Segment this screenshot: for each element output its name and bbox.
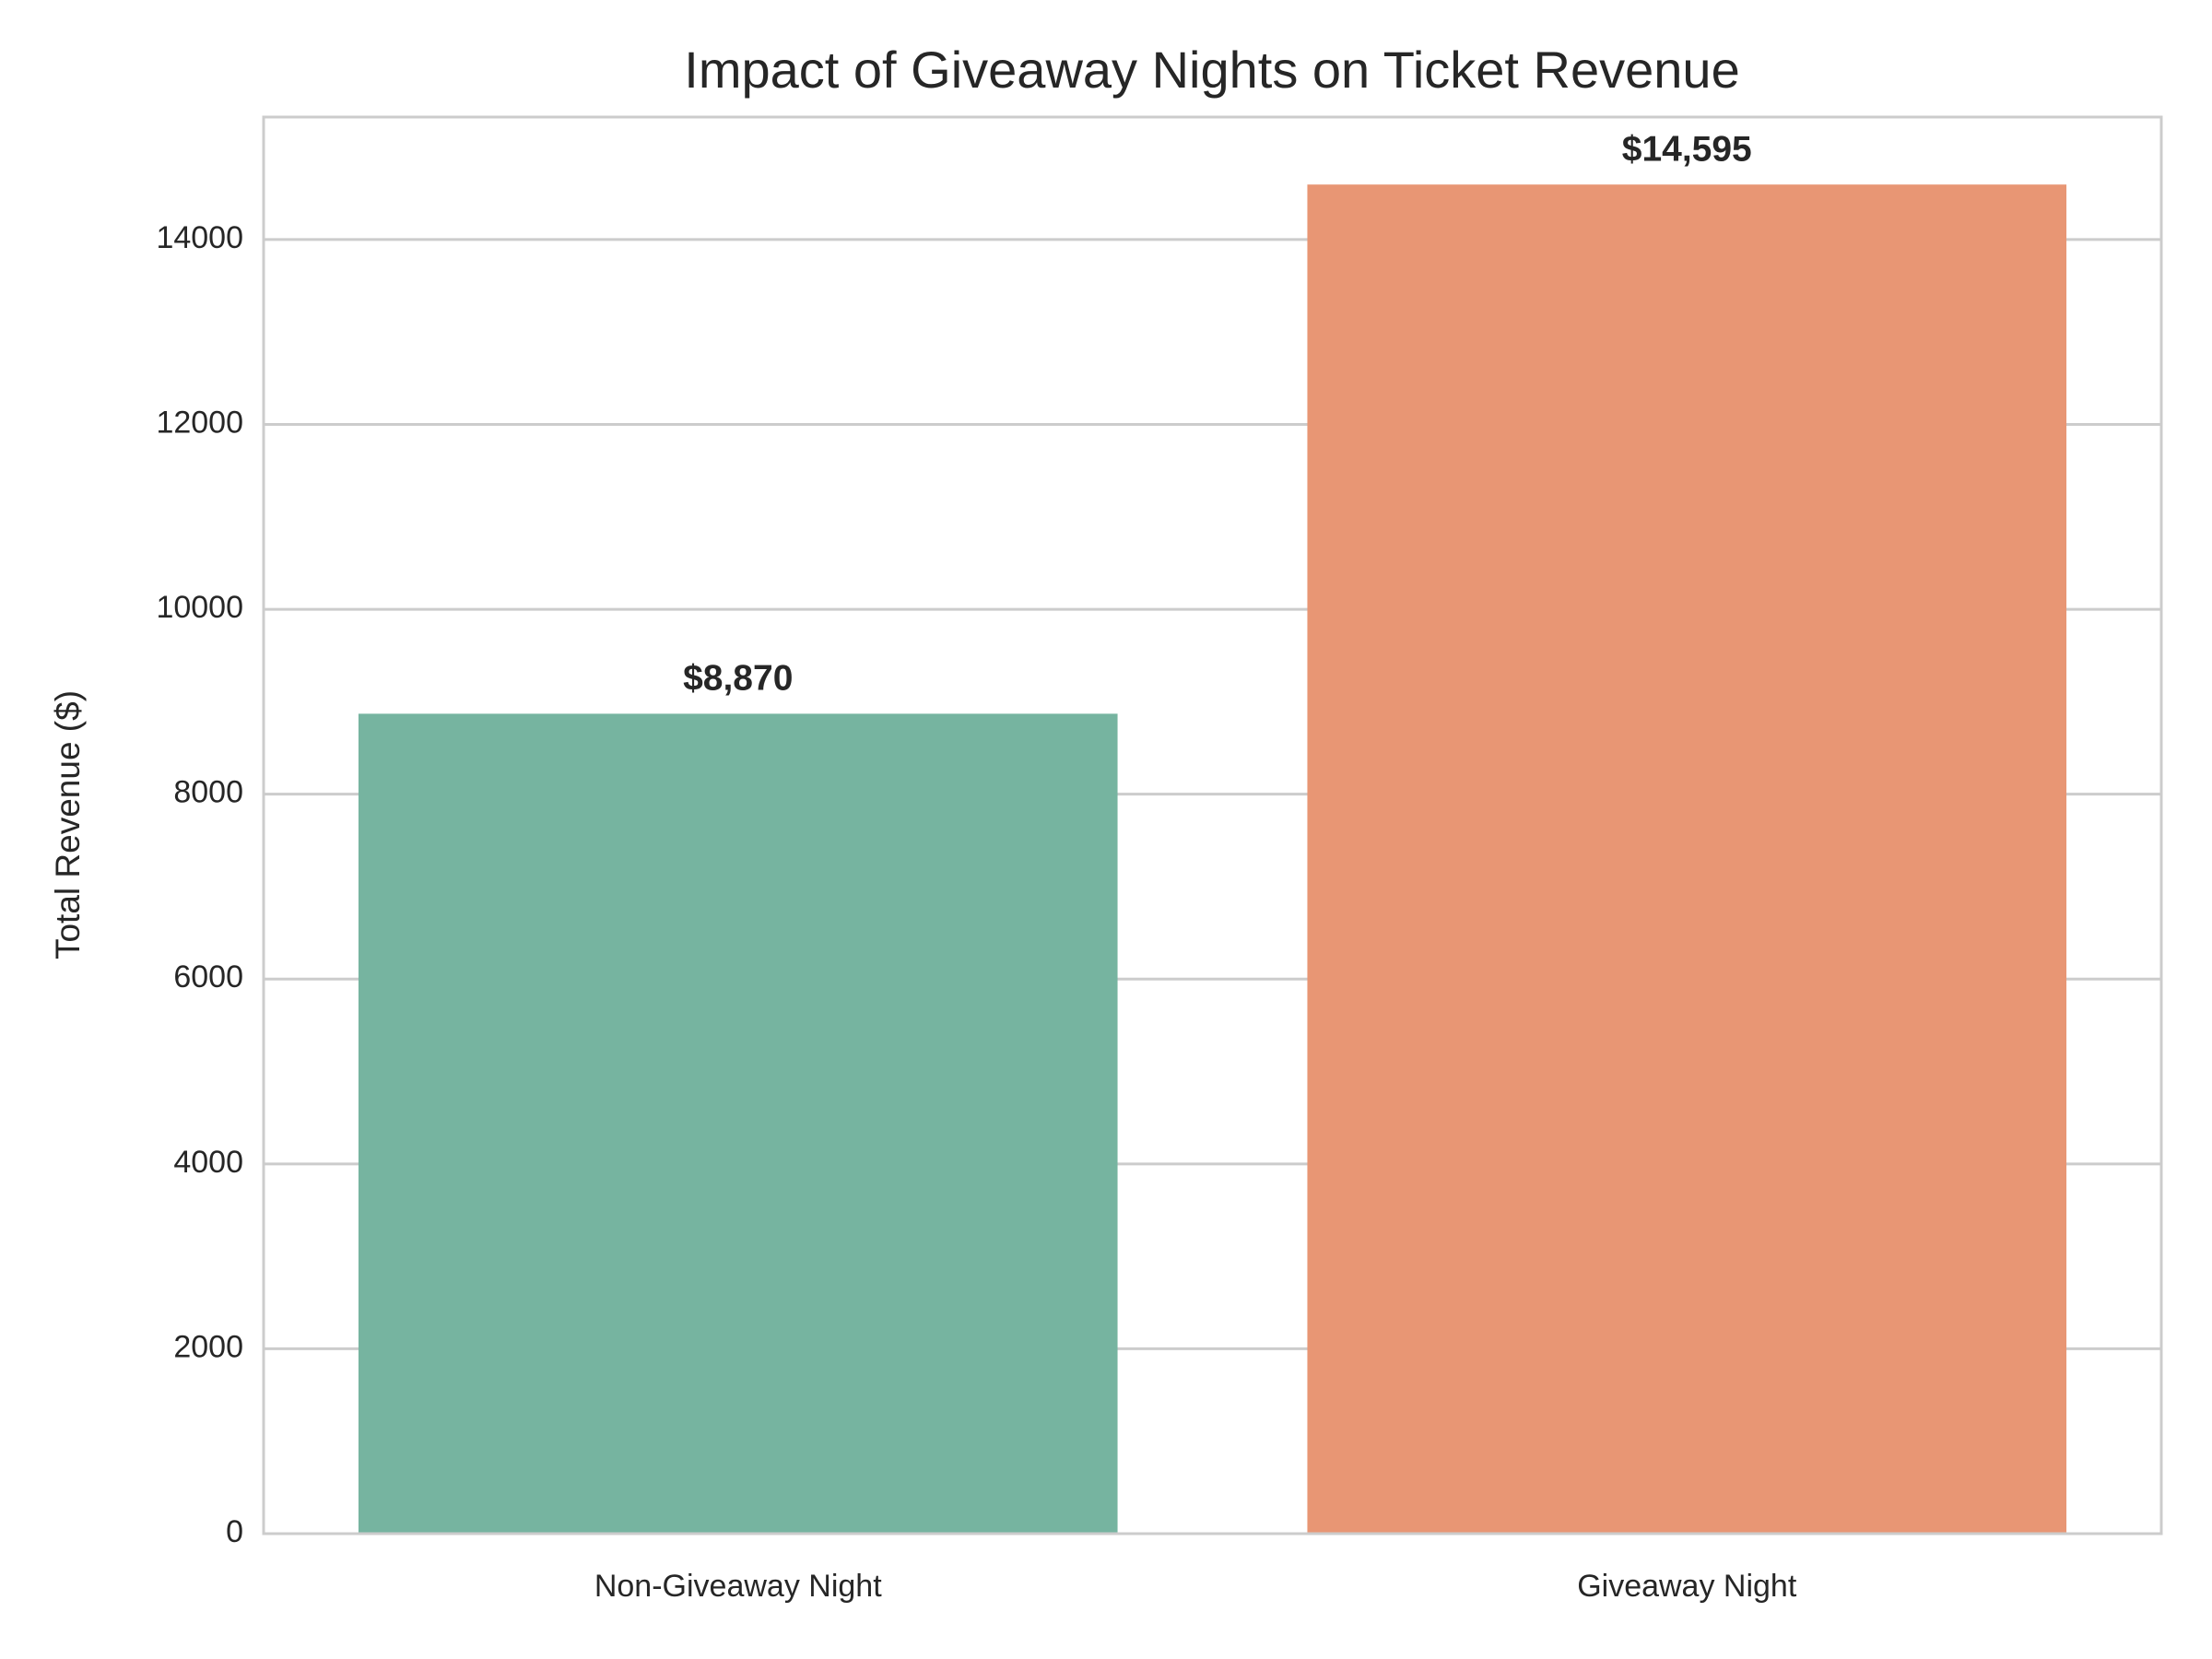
value-label: $8,870 [683, 659, 793, 699]
x-tick-label: Non-Giveaway Night [594, 1569, 882, 1604]
y-tick-label: 4000 [173, 1145, 243, 1180]
y-tick-label: 10000 [156, 590, 243, 625]
axes-frame [262, 115, 2163, 1535]
y-tick-label: 6000 [173, 959, 243, 994]
y-axis-label: Total Revenue ($) [49, 690, 87, 959]
y-tick-label: 8000 [173, 775, 243, 810]
x-tick-label: Giveaway Night [1577, 1569, 1797, 1604]
y-tick-label: 2000 [173, 1329, 243, 1364]
y-tick-label: 0 [226, 1514, 243, 1549]
value-label: $14,595 [1622, 130, 1752, 170]
y-tick-label: 12000 [156, 405, 243, 440]
bar [358, 713, 1118, 1534]
y-tick-label: 14000 [156, 220, 243, 255]
bar [1307, 184, 2067, 1534]
bars [358, 184, 2067, 1534]
chart-title: Impact of Giveaway Nights on Ticket Reve… [684, 41, 1739, 99]
